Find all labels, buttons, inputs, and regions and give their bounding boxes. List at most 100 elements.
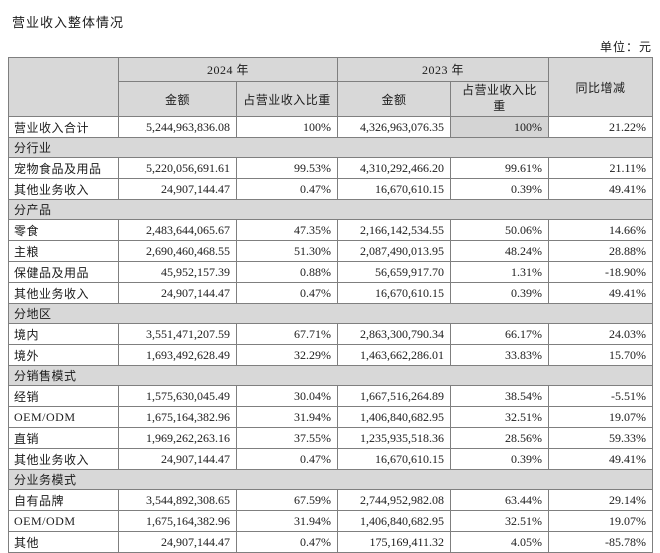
- section-row: 分销售模式: [7, 365, 654, 386]
- amount-2023-cell: 56,659,917.70: [337, 261, 452, 283]
- yoy-cell: -85.78%: [548, 531, 654, 553]
- share-2024-cell: 30.04%: [235, 385, 339, 407]
- share-2023-cell: 0.39%: [450, 178, 550, 200]
- share-2024-cell: 51.30%: [235, 240, 339, 262]
- section-label: 分业务模式: [7, 469, 654, 490]
- amount-2024-cell: 1,675,164,382.96: [118, 406, 237, 428]
- amount-2024-cell: 24,907,144.47: [118, 282, 237, 304]
- table-row: OEM/ODM 1,675,164,382.96 31.94% 1,406,840,6…: [8, 510, 654, 532]
- table-row: 境外 1,693,492,628.49 32.29% 1,463,662,286.01…: [8, 344, 654, 366]
- amount-2024-cell: 2,690,460,468.55: [118, 240, 237, 262]
- amount-2024-cell: 1,693,492,628.49: [118, 344, 237, 366]
- yoy-cell: -5.51%: [548, 385, 654, 407]
- amount-2024-cell: 3,551,471,207.59: [118, 323, 237, 345]
- header-row-years: 2024 年 2023 年 同比增减: [8, 57, 654, 117]
- amount-2024-cell: 24,907,144.47: [118, 531, 237, 553]
- row-label: 其他业务收入: [8, 448, 119, 470]
- year-2023-header: 2023 年: [337, 57, 550, 82]
- section-row: 分业务模式: [7, 469, 654, 490]
- row-label: 主粮: [8, 240, 119, 262]
- amount-2023-cell: 16,670,610.15: [337, 448, 452, 470]
- amount-2024-cell: 2,483,644,065.67: [118, 219, 237, 241]
- share-2024-cell: 0.47%: [235, 448, 339, 470]
- share-2023-cell: 63.44%: [450, 489, 550, 511]
- share-2024-cell: 67.71%: [235, 323, 339, 345]
- share-2024-cell: 99.53%: [235, 157, 339, 179]
- share-2023-header-text: 占营业收入比重: [462, 83, 538, 113]
- amount-2023-cell: 2,166,142,534.55: [337, 219, 452, 241]
- table-row: 自有品牌 3,544,892,308.65 67.59% 2,744,952,982.…: [8, 489, 654, 511]
- amount-2024-cell: 1,969,262,263.16: [118, 427, 237, 449]
- amount-2024-cell: 3,544,892,308.65: [118, 489, 237, 511]
- amount-2023-cell: 2,744,952,982.08: [337, 489, 452, 511]
- amount-2023-cell: 1,667,516,264.89: [337, 385, 452, 407]
- yoy-cell: 15.70%: [548, 344, 654, 366]
- yoy-cell: 29.14%: [548, 489, 654, 511]
- yoy-header: 同比增减: [548, 57, 654, 117]
- row-label: 营业收入合计: [8, 116, 119, 138]
- row-label: OEM/ODM: [8, 406, 119, 428]
- revenue-table: 2024 年 2023 年 同比增减 金额 占营业收入比重 金额 占营业收入比重…: [7, 57, 654, 553]
- table-row: 零食 2,483,644,065.67 47.35% 2,166,142,534.55…: [8, 219, 654, 241]
- table-row: 境内 3,551,471,207.59 67.71% 2,863,300,790.34…: [8, 323, 654, 345]
- yoy-cell: 49.41%: [548, 448, 654, 470]
- amount-2024-cell: 1,675,164,382.96: [118, 510, 237, 532]
- table-row: 宠物食品及用品 5,220,056,691.61 99.53% 4,310,292,4…: [8, 157, 654, 179]
- share-2023-header: 占营业收入比重: [450, 81, 550, 117]
- amount-2023-cell: 4,326,963,076.35: [337, 116, 452, 138]
- header-row-measures: 金额 占营业收入比重 金额 占营业收入比重: [9, 81, 653, 117]
- table-header: 2024 年 2023 年 同比增减 金额 占营业收入比重 金额 占营业收入比重: [8, 57, 654, 117]
- yoy-cell: 49.41%: [548, 178, 654, 200]
- table-row: 其他业务收入 24,907,144.47 0.47% 16,670,610.15 0.3…: [8, 178, 654, 200]
- share-2023-cell: 32.51%: [450, 510, 550, 532]
- amount-2024-header: 金额: [118, 81, 237, 117]
- row-label: 自有品牌: [8, 489, 119, 511]
- share-2023-cell: 1.31%: [450, 261, 550, 283]
- table-row: 营业收入合计 5,244,963,836.08 100% 4,326,963,076.…: [8, 116, 654, 138]
- amount-2024-cell: 45,952,157.39: [118, 261, 237, 283]
- share-2023-cell: 48.24%: [450, 240, 550, 262]
- row-label: 境外: [8, 344, 119, 366]
- section-row: 分地区: [7, 303, 654, 324]
- share-2023-cell: 32.51%: [450, 406, 550, 428]
- amount-2023-cell: 175,169,411.32: [337, 531, 452, 553]
- amount-2023-cell: 1,406,840,682.95: [337, 510, 452, 532]
- corner-cell: [8, 57, 119, 117]
- year-2024-header: 2024 年: [117, 57, 339, 82]
- share-2023-cell: 28.56%: [450, 427, 550, 449]
- yoy-cell: 59.33%: [548, 427, 654, 449]
- share-2024-cell: 31.94%: [235, 406, 339, 428]
- share-2023-cell: 0.39%: [450, 282, 550, 304]
- amount-2023-cell: 1,406,840,682.95: [337, 406, 452, 428]
- row-label: 经销: [8, 385, 119, 407]
- table-body: 营业收入合计 5,244,963,836.08 100% 4,326,963,076.…: [7, 116, 654, 553]
- table-row: 主粮 2,690,460,468.55 51.30% 2,087,490,013.95…: [8, 240, 654, 262]
- amount-2023-cell: 1,463,662,286.01: [337, 344, 452, 366]
- share-2023-cell: 100%: [450, 116, 550, 138]
- share-2024-cell: 100%: [235, 116, 339, 138]
- share-2023-cell: 50.06%: [450, 219, 550, 241]
- section-label: 分地区: [7, 303, 654, 324]
- section-label: 分产品: [7, 199, 654, 220]
- yoy-cell: 19.07%: [548, 406, 654, 428]
- amount-2024-cell: 1,575,630,045.49: [118, 385, 237, 407]
- amount-2023-cell: 2,087,490,013.95: [337, 240, 452, 262]
- yoy-cell: 21.22%: [548, 116, 654, 138]
- table-row: 其他业务收入 24,907,144.47 0.47% 16,670,610.15 0.3…: [8, 448, 654, 470]
- amount-2023-cell: 2,863,300,790.34: [337, 323, 452, 345]
- yoy-cell: -18.90%: [548, 261, 654, 283]
- row-label: 其他业务收入: [8, 282, 119, 304]
- share-2023-cell: 33.83%: [450, 344, 550, 366]
- section-row: 分行业: [7, 137, 654, 158]
- table-row: 直销 1,969,262,263.16 37.55% 1,235,935,518.36…: [8, 427, 654, 449]
- section-row: 分产品: [7, 199, 654, 220]
- table-row: 其他 24,907,144.47 0.47% 175,169,411.32 4.05% -…: [8, 531, 654, 553]
- amount-2023-cell: 4,310,292,466.20: [337, 157, 452, 179]
- yoy-cell: 28.88%: [548, 240, 654, 262]
- yoy-cell: 14.66%: [548, 219, 654, 241]
- table-row: OEM/ODM 1,675,164,382.96 31.94% 1,406,840,6…: [8, 406, 654, 428]
- amount-2023-cell: 16,670,610.15: [337, 178, 452, 200]
- share-2023-cell: 38.54%: [450, 385, 550, 407]
- table-row: 其他业务收入 24,907,144.47 0.47% 16,670,610.15 0.3…: [8, 282, 654, 304]
